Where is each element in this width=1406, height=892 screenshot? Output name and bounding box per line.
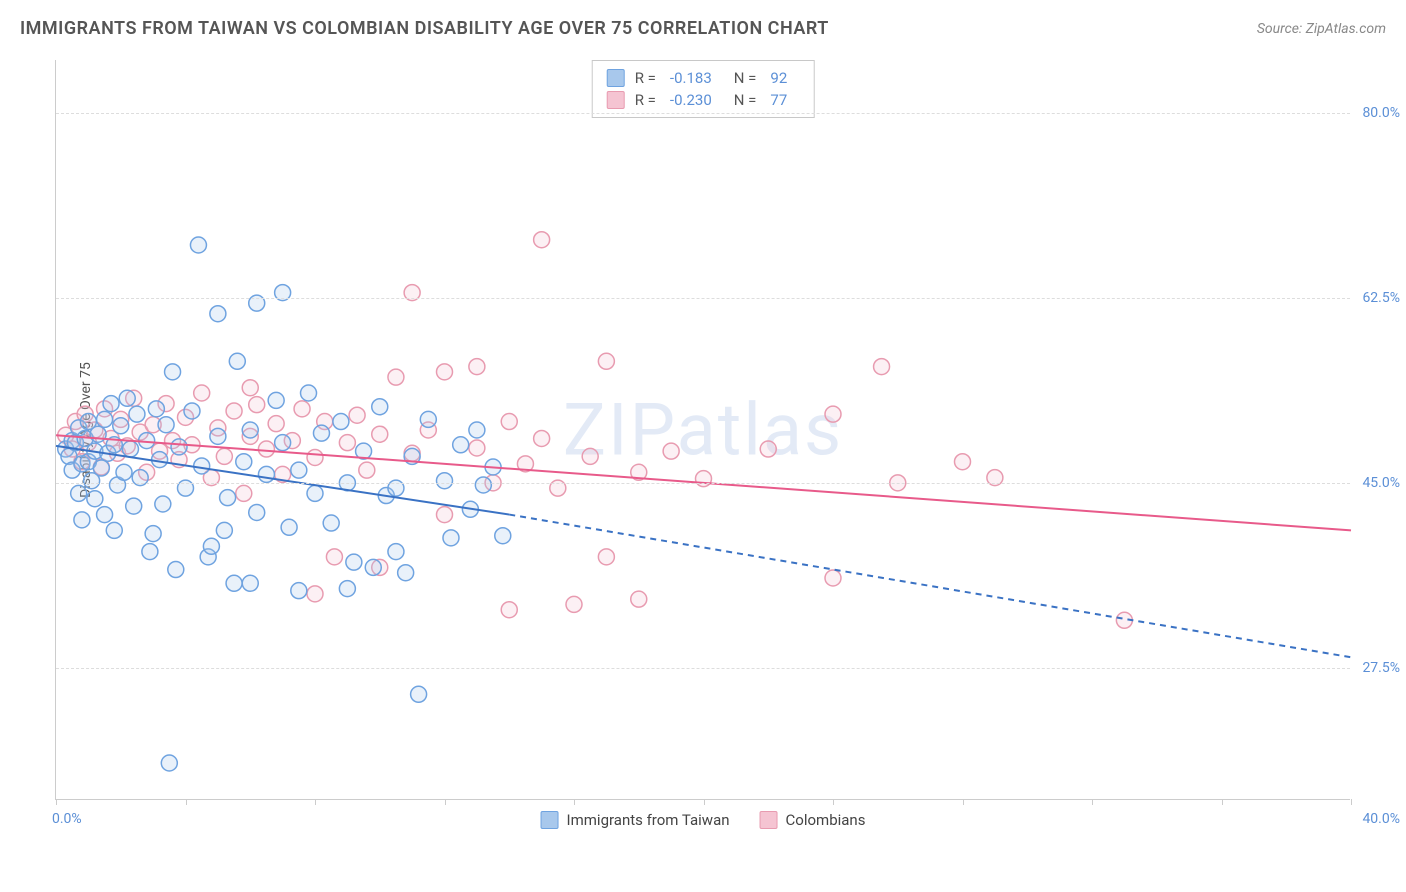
bottom-legend: Immigrants from Taiwan Colombians — [541, 811, 866, 829]
plot-area: Disability Age Over 75 ZIPatlas R = -0.1… — [55, 60, 1350, 800]
y-tick-label: 80.0% — [1355, 105, 1400, 121]
swatch-colombians — [760, 811, 778, 829]
chart-svg — [56, 60, 1350, 799]
chart-title: IMMIGRANTS FROM TAIWAN VS COLOMBIAN DISA… — [20, 18, 829, 39]
swatch-taiwan — [541, 811, 559, 829]
bottom-legend-colombians: Colombians — [760, 811, 866, 829]
series-label-taiwan: Immigrants from Taiwan — [567, 811, 730, 829]
source-label: Source: ZipAtlas.com — [1257, 21, 1386, 37]
y-tick-label: 27.5% — [1355, 660, 1400, 676]
x-max-label: 40.0% — [1362, 811, 1400, 827]
y-tick-label: 62.5% — [1355, 290, 1400, 306]
x-min-label: 0.0% — [52, 811, 82, 827]
y-tick-label: 45.0% — [1355, 475, 1400, 491]
bottom-legend-taiwan: Immigrants from Taiwan — [541, 811, 730, 829]
title-bar: IMMIGRANTS FROM TAIWAN VS COLOMBIAN DISA… — [20, 18, 1386, 39]
series-label-colombians: Colombians — [786, 811, 866, 829]
